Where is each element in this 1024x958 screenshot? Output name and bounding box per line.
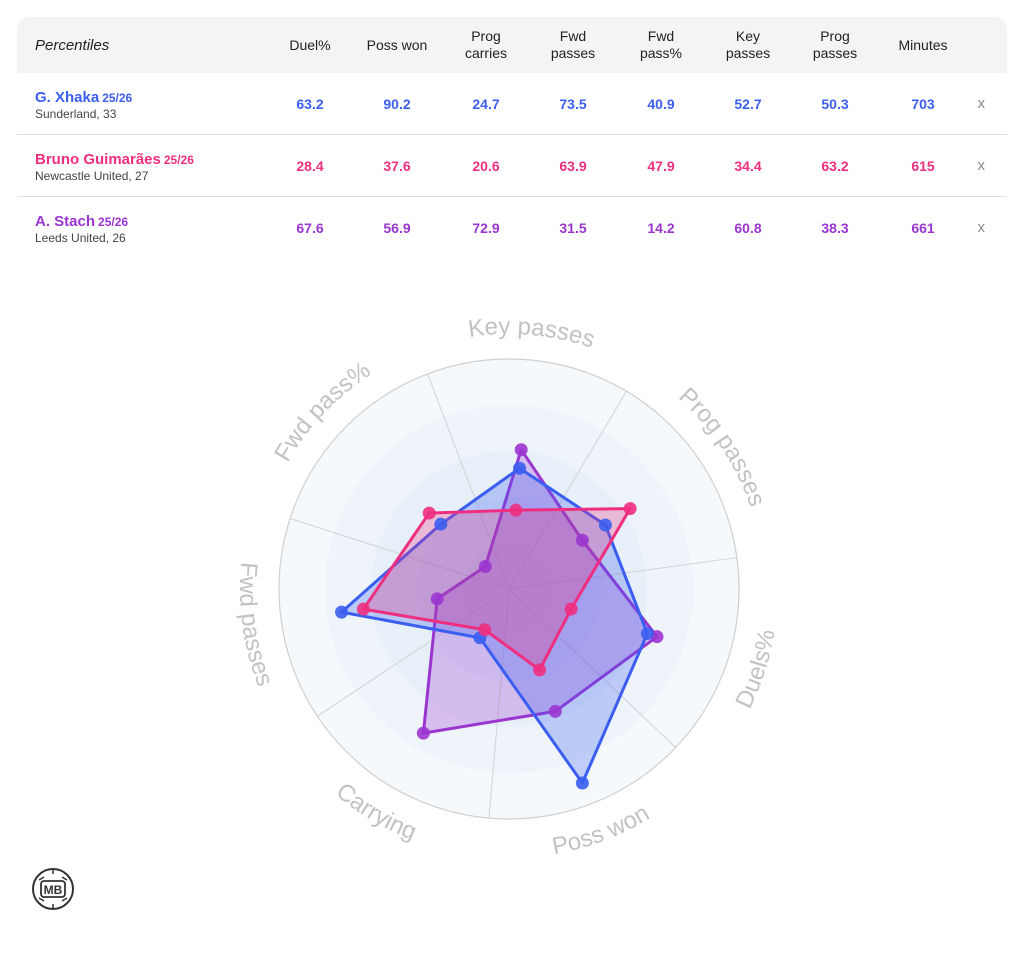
- table-cell: 52.7: [734, 95, 762, 112]
- data-point[interactable]: [422, 506, 436, 520]
- player-name[interactable]: G. Xhaka 25/26: [35, 89, 133, 106]
- column-header[interactable]: Fwd passes: [550, 28, 596, 61]
- table-cell: 60.8: [734, 219, 762, 236]
- table-cell: 56.9: [383, 219, 411, 236]
- data-point[interactable]: [623, 502, 637, 516]
- table-row: A. Stach 25/26 Leeds United, 26 67.6 56.9 72.…: [17, 197, 1007, 258]
- axis-label: Duels%: [730, 627, 780, 712]
- table-cell: 37.6: [383, 157, 411, 174]
- column-header[interactable]: Duel%: [289, 36, 331, 53]
- data-point[interactable]: [575, 533, 589, 547]
- table-cell: 73.5: [559, 95, 587, 112]
- data-point[interactable]: [533, 663, 547, 677]
- table-cell: 31.5: [559, 219, 587, 236]
- series-area: [340, 466, 649, 785]
- player-team: Newcastle United, 27: [35, 169, 149, 183]
- table-cell: 24.7: [472, 95, 500, 112]
- column-header[interactable]: Fwd pass%: [639, 28, 683, 61]
- table-cell: 63.2: [296, 95, 324, 112]
- radar-series-group: [335, 443, 664, 790]
- table-cell: 50.3: [821, 95, 849, 112]
- table-cell: 615: [911, 157, 935, 174]
- data-point[interactable]: [513, 461, 527, 475]
- data-point[interactable]: [548, 704, 562, 718]
- radar-grid: [278, 358, 740, 820]
- data-point[interactable]: [335, 605, 349, 619]
- series-area: [361, 507, 632, 672]
- table-body: G. Xhaka 25/26 Sunderland, 33 63.2 90.2 24.7 7…: [17, 73, 1007, 258]
- column-header[interactable]: Key passes: [725, 28, 771, 61]
- season-label: 25/26: [163, 153, 194, 167]
- data-point[interactable]: [478, 623, 492, 637]
- axis-label: Key passes: [467, 313, 599, 354]
- remove-player-button[interactable]: x: [977, 157, 986, 174]
- data-point[interactable]: [478, 559, 492, 573]
- table-cell: 34.4: [734, 157, 762, 174]
- data-point[interactable]: [575, 776, 589, 790]
- table-cell: 63.2: [821, 157, 849, 174]
- series-area: [421, 448, 659, 735]
- season-label: 25/26: [98, 215, 129, 229]
- table-cell: 47.9: [647, 157, 675, 174]
- svg-text:MB: MB: [44, 883, 63, 897]
- table-row: Bruno Guimarães 25/26 Newcastle United, 27…: [17, 135, 1007, 197]
- header-percentiles: Percentiles: [35, 36, 110, 54]
- table-cell: 63.9: [559, 157, 587, 174]
- table-cell: 14.2: [647, 219, 675, 236]
- data-point[interactable]: [434, 517, 448, 531]
- radar-spoke: [317, 588, 510, 717]
- column-header[interactable]: Poss won: [366, 36, 428, 53]
- column-header[interactable]: Prog carries: [464, 28, 507, 61]
- table-cell: 661: [911, 219, 935, 236]
- player-name[interactable]: Bruno Guimarães 25/26: [35, 151, 194, 168]
- table-cell: 703: [911, 95, 935, 112]
- table-header: Percentiles Duel% Poss won Prog carries Fwd p…: [17, 17, 1007, 73]
- data-point[interactable]: [430, 592, 444, 606]
- table-cell: 28.4: [296, 157, 324, 174]
- data-point[interactable]: [598, 518, 612, 532]
- player-team: Leeds United, 26: [35, 231, 126, 245]
- data-point[interactable]: [564, 602, 578, 616]
- table-cell: 38.3: [821, 219, 849, 236]
- radar-spoke: [508, 588, 676, 748]
- mb-logo-icon: MB: [32, 868, 74, 910]
- table-cell: 72.9: [472, 219, 500, 236]
- table-cell: 20.6: [472, 157, 500, 174]
- data-point[interactable]: [509, 503, 523, 517]
- axis-label: Fwd passes: [234, 561, 278, 689]
- table-cell: 67.6: [296, 219, 324, 236]
- data-point[interactable]: [514, 443, 528, 457]
- remove-player-button[interactable]: x: [977, 95, 986, 112]
- radar-spoke: [427, 373, 510, 590]
- player-team: Sunderland, 33: [35, 107, 117, 121]
- remove-player-button[interactable]: x: [977, 219, 986, 236]
- season-label: 25/26: [102, 91, 133, 105]
- data-point[interactable]: [640, 627, 654, 641]
- column-header[interactable]: Minutes: [898, 36, 948, 53]
- table-cell: 90.2: [383, 95, 411, 112]
- player-name[interactable]: A. Stach 25/26: [35, 213, 129, 230]
- table-cell: 40.9: [647, 95, 675, 112]
- column-header[interactable]: Prog passes: [812, 28, 858, 61]
- table-row: G. Xhaka 25/26 Sunderland, 33 63.2 90.2 24.7 7…: [17, 73, 1007, 135]
- data-point[interactable]: [356, 602, 370, 616]
- radar-spoke: [508, 391, 627, 590]
- radar-spoke: [488, 588, 510, 819]
- data-point[interactable]: [416, 726, 430, 740]
- percentiles-table: Percentiles Duel% Poss won Prog carries Fwd p…: [17, 17, 1007, 258]
- radar-outer-ring: [278, 358, 740, 820]
